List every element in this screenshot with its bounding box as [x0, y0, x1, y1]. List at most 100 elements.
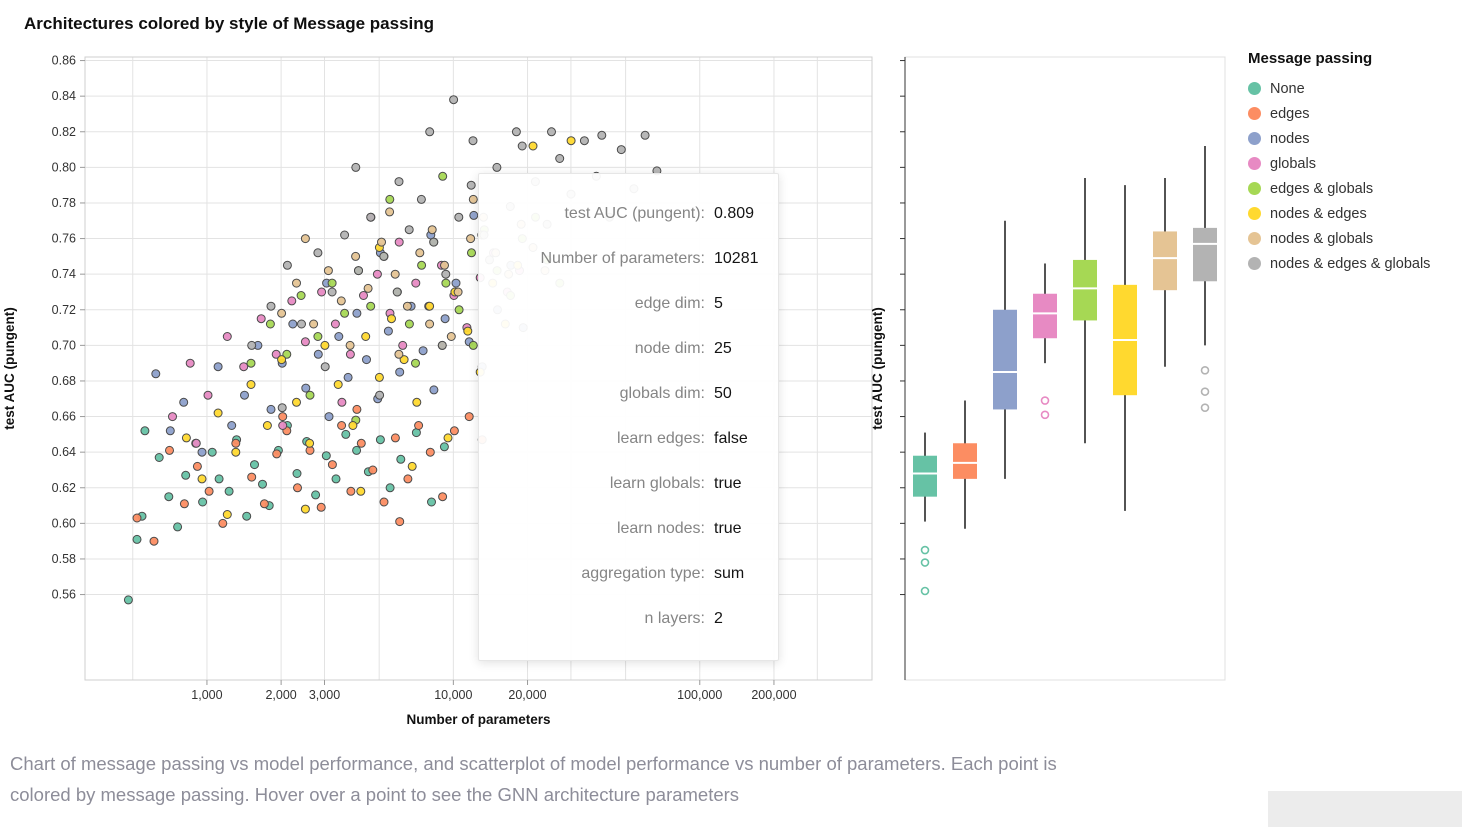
box[interactable] — [1153, 231, 1177, 291]
scatter-point[interactable] — [398, 340, 408, 350]
scatter-point[interactable] — [165, 445, 174, 455]
scatter-point[interactable] — [262, 421, 272, 430]
scatter-point[interactable] — [337, 421, 347, 430]
scatter-point[interactable] — [363, 283, 373, 293]
scatter-point[interactable] — [368, 465, 378, 475]
scatter-point[interactable] — [425, 319, 435, 329]
scatter-point[interactable] — [154, 453, 164, 462]
scatter-point[interactable] — [361, 332, 371, 341]
scatter-point[interactable] — [411, 358, 420, 368]
scatter-point[interactable] — [336, 296, 346, 306]
scatter-point[interactable] — [438, 492, 448, 502]
scatter-point[interactable] — [429, 237, 439, 247]
scatter-point[interactable] — [287, 296, 297, 306]
scatter-point[interactable] — [231, 438, 241, 448]
scatter-point[interactable] — [132, 513, 142, 523]
scatter-point[interactable] — [374, 372, 384, 382]
scatter-point[interactable] — [451, 278, 461, 288]
scatter-point[interactable] — [258, 479, 267, 489]
scatter-point[interactable] — [351, 162, 361, 172]
scatter-point[interactable] — [390, 269, 400, 279]
box[interactable] — [1033, 293, 1057, 339]
scatter-point[interactable] — [464, 412, 474, 422]
scatter-point[interactable] — [213, 408, 223, 418]
scatter-point[interactable] — [366, 212, 376, 222]
scatter-point[interactable] — [425, 447, 435, 457]
scatter-point[interactable] — [277, 308, 287, 318]
scatter-point[interactable] — [399, 355, 409, 365]
scatter-point[interactable] — [218, 518, 228, 528]
scatter-point[interactable] — [246, 380, 256, 389]
scatter-point[interactable] — [222, 510, 232, 519]
scatter-point[interactable] — [396, 454, 406, 464]
scatter-point[interactable] — [311, 490, 321, 500]
scatter-point[interactable] — [204, 486, 214, 496]
scatter-point[interactable] — [387, 314, 396, 324]
scatter-point[interactable] — [394, 237, 404, 247]
scatter-point[interactable] — [305, 438, 315, 448]
scatter-point[interactable] — [511, 127, 521, 137]
scatter-point[interactable] — [213, 362, 223, 372]
scatter-point[interactable] — [402, 301, 412, 311]
scatter-point[interactable] — [449, 426, 459, 436]
scatter-point[interactable] — [340, 230, 350, 240]
scatter-point[interactable] — [227, 421, 237, 430]
scatter-point[interactable] — [345, 340, 355, 350]
scatter-point[interactable] — [411, 278, 421, 288]
scatter-point[interactable] — [327, 278, 337, 288]
scatter-point[interactable] — [377, 237, 386, 247]
scatter-point[interactable] — [181, 470, 191, 480]
scatter-point[interactable] — [320, 362, 330, 372]
scatter-point[interactable] — [300, 337, 310, 347]
scatter-point[interactable] — [352, 445, 362, 455]
scatter-point[interactable] — [323, 266, 333, 276]
scatter-point[interactable] — [392, 287, 402, 297]
scatter-point[interactable] — [293, 483, 302, 493]
scatter-point[interactable] — [466, 234, 476, 244]
scatter-point[interactable] — [395, 517, 405, 527]
scatter-point[interactable] — [566, 136, 576, 146]
scatter-point[interactable] — [348, 421, 358, 430]
scatter-point[interactable] — [469, 210, 479, 220]
scatter-point[interactable] — [192, 461, 202, 471]
box-outlier[interactable] — [1200, 365, 1210, 375]
scatter-point[interactable] — [404, 319, 414, 329]
scatter-point[interactable] — [320, 340, 330, 350]
scatter-point[interactable] — [385, 194, 395, 204]
scatter-point[interactable] — [441, 278, 451, 288]
scatter-point[interactable] — [292, 278, 301, 288]
scatter-point[interactable] — [466, 180, 476, 190]
scatter-point[interactable] — [438, 171, 448, 181]
scatter-point[interactable] — [246, 358, 256, 368]
scatter-point[interactable] — [300, 504, 310, 514]
scatter-point[interactable] — [352, 404, 362, 414]
scatter-point[interactable] — [278, 412, 288, 422]
scatter-point[interactable] — [151, 369, 161, 379]
scatter-point[interactable] — [222, 332, 232, 341]
scatter-point[interactable] — [492, 162, 502, 172]
scatter-point[interactable] — [343, 372, 353, 382]
scatter-point[interactable] — [383, 326, 393, 336]
scatter-point[interactable] — [123, 595, 133, 605]
scatter-point[interactable] — [266, 404, 276, 414]
scatter-point[interactable] — [313, 349, 323, 359]
scatter-point[interactable] — [385, 483, 395, 493]
scatter-point[interactable] — [250, 460, 259, 470]
scatter-point[interactable] — [412, 397, 422, 407]
scatter-point[interactable] — [239, 362, 249, 372]
scatter-point[interactable] — [579, 136, 589, 146]
scatter-point[interactable] — [340, 308, 350, 318]
scatter-point[interactable] — [317, 287, 327, 297]
scatter-point[interactable] — [185, 358, 195, 368]
scatter-point[interactable] — [379, 251, 389, 261]
scatter-point[interactable] — [324, 412, 334, 422]
scatter-point[interactable] — [366, 301, 376, 311]
scatter-point[interactable] — [272, 449, 282, 459]
scatter-point[interactable] — [417, 260, 427, 270]
scatter-point[interactable] — [440, 260, 449, 270]
scatter-point[interactable] — [467, 248, 476, 258]
scatter-point[interactable] — [198, 497, 208, 507]
box-outlier[interactable] — [1040, 396, 1050, 405]
scatter-point[interactable] — [351, 251, 361, 261]
box-outlier[interactable] — [1200, 403, 1210, 412]
